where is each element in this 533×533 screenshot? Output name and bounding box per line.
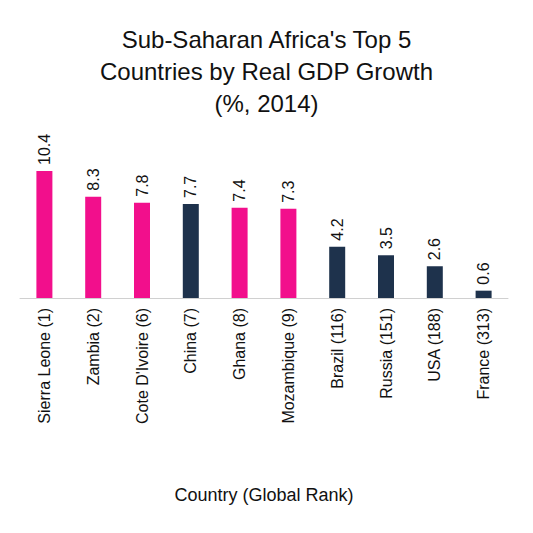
svg-text:Brazil (116): Brazil (116) [329, 308, 346, 389]
svg-text:Zambia (2): Zambia (2) [85, 308, 102, 385]
svg-text:Sierra Leone (1): Sierra Leone (1) [36, 308, 53, 424]
svg-text:7.7: 7.7 [182, 176, 199, 198]
svg-text:(%, 2014): (%, 2014) [214, 90, 318, 117]
svg-text:Country (Global Rank): Country (Global Rank) [174, 485, 353, 505]
svg-text:2.6: 2.6 [426, 238, 443, 260]
svg-text:Mozambique (9): Mozambique (9) [280, 308, 297, 424]
svg-text:3.5: 3.5 [378, 227, 395, 249]
svg-text:Russia (151): Russia (151) [378, 308, 395, 399]
svg-text:USA (188): USA (188) [426, 308, 443, 382]
svg-text:Sub-Saharan Africa's Top 5: Sub-Saharan Africa's Top 5 [122, 26, 412, 53]
svg-text:Cote D'Ivoire (6): Cote D'Ivoire (6) [134, 308, 151, 424]
svg-text:0.6: 0.6 [475, 262, 492, 284]
svg-text:7.8: 7.8 [134, 174, 151, 196]
svg-text:8.3: 8.3 [85, 168, 102, 190]
svg-text:10.4: 10.4 [36, 134, 53, 165]
svg-text:Countries by Real GDP Growth: Countries by Real GDP Growth [100, 58, 433, 85]
svg-text:China (7): China (7) [182, 308, 199, 374]
svg-text:7.3: 7.3 [280, 181, 297, 203]
svg-text:4.2: 4.2 [329, 218, 346, 240]
svg-text:Ghana (8): Ghana (8) [231, 308, 248, 380]
svg-text:France (313): France (313) [475, 308, 492, 400]
svg-text:7.4: 7.4 [231, 179, 248, 201]
